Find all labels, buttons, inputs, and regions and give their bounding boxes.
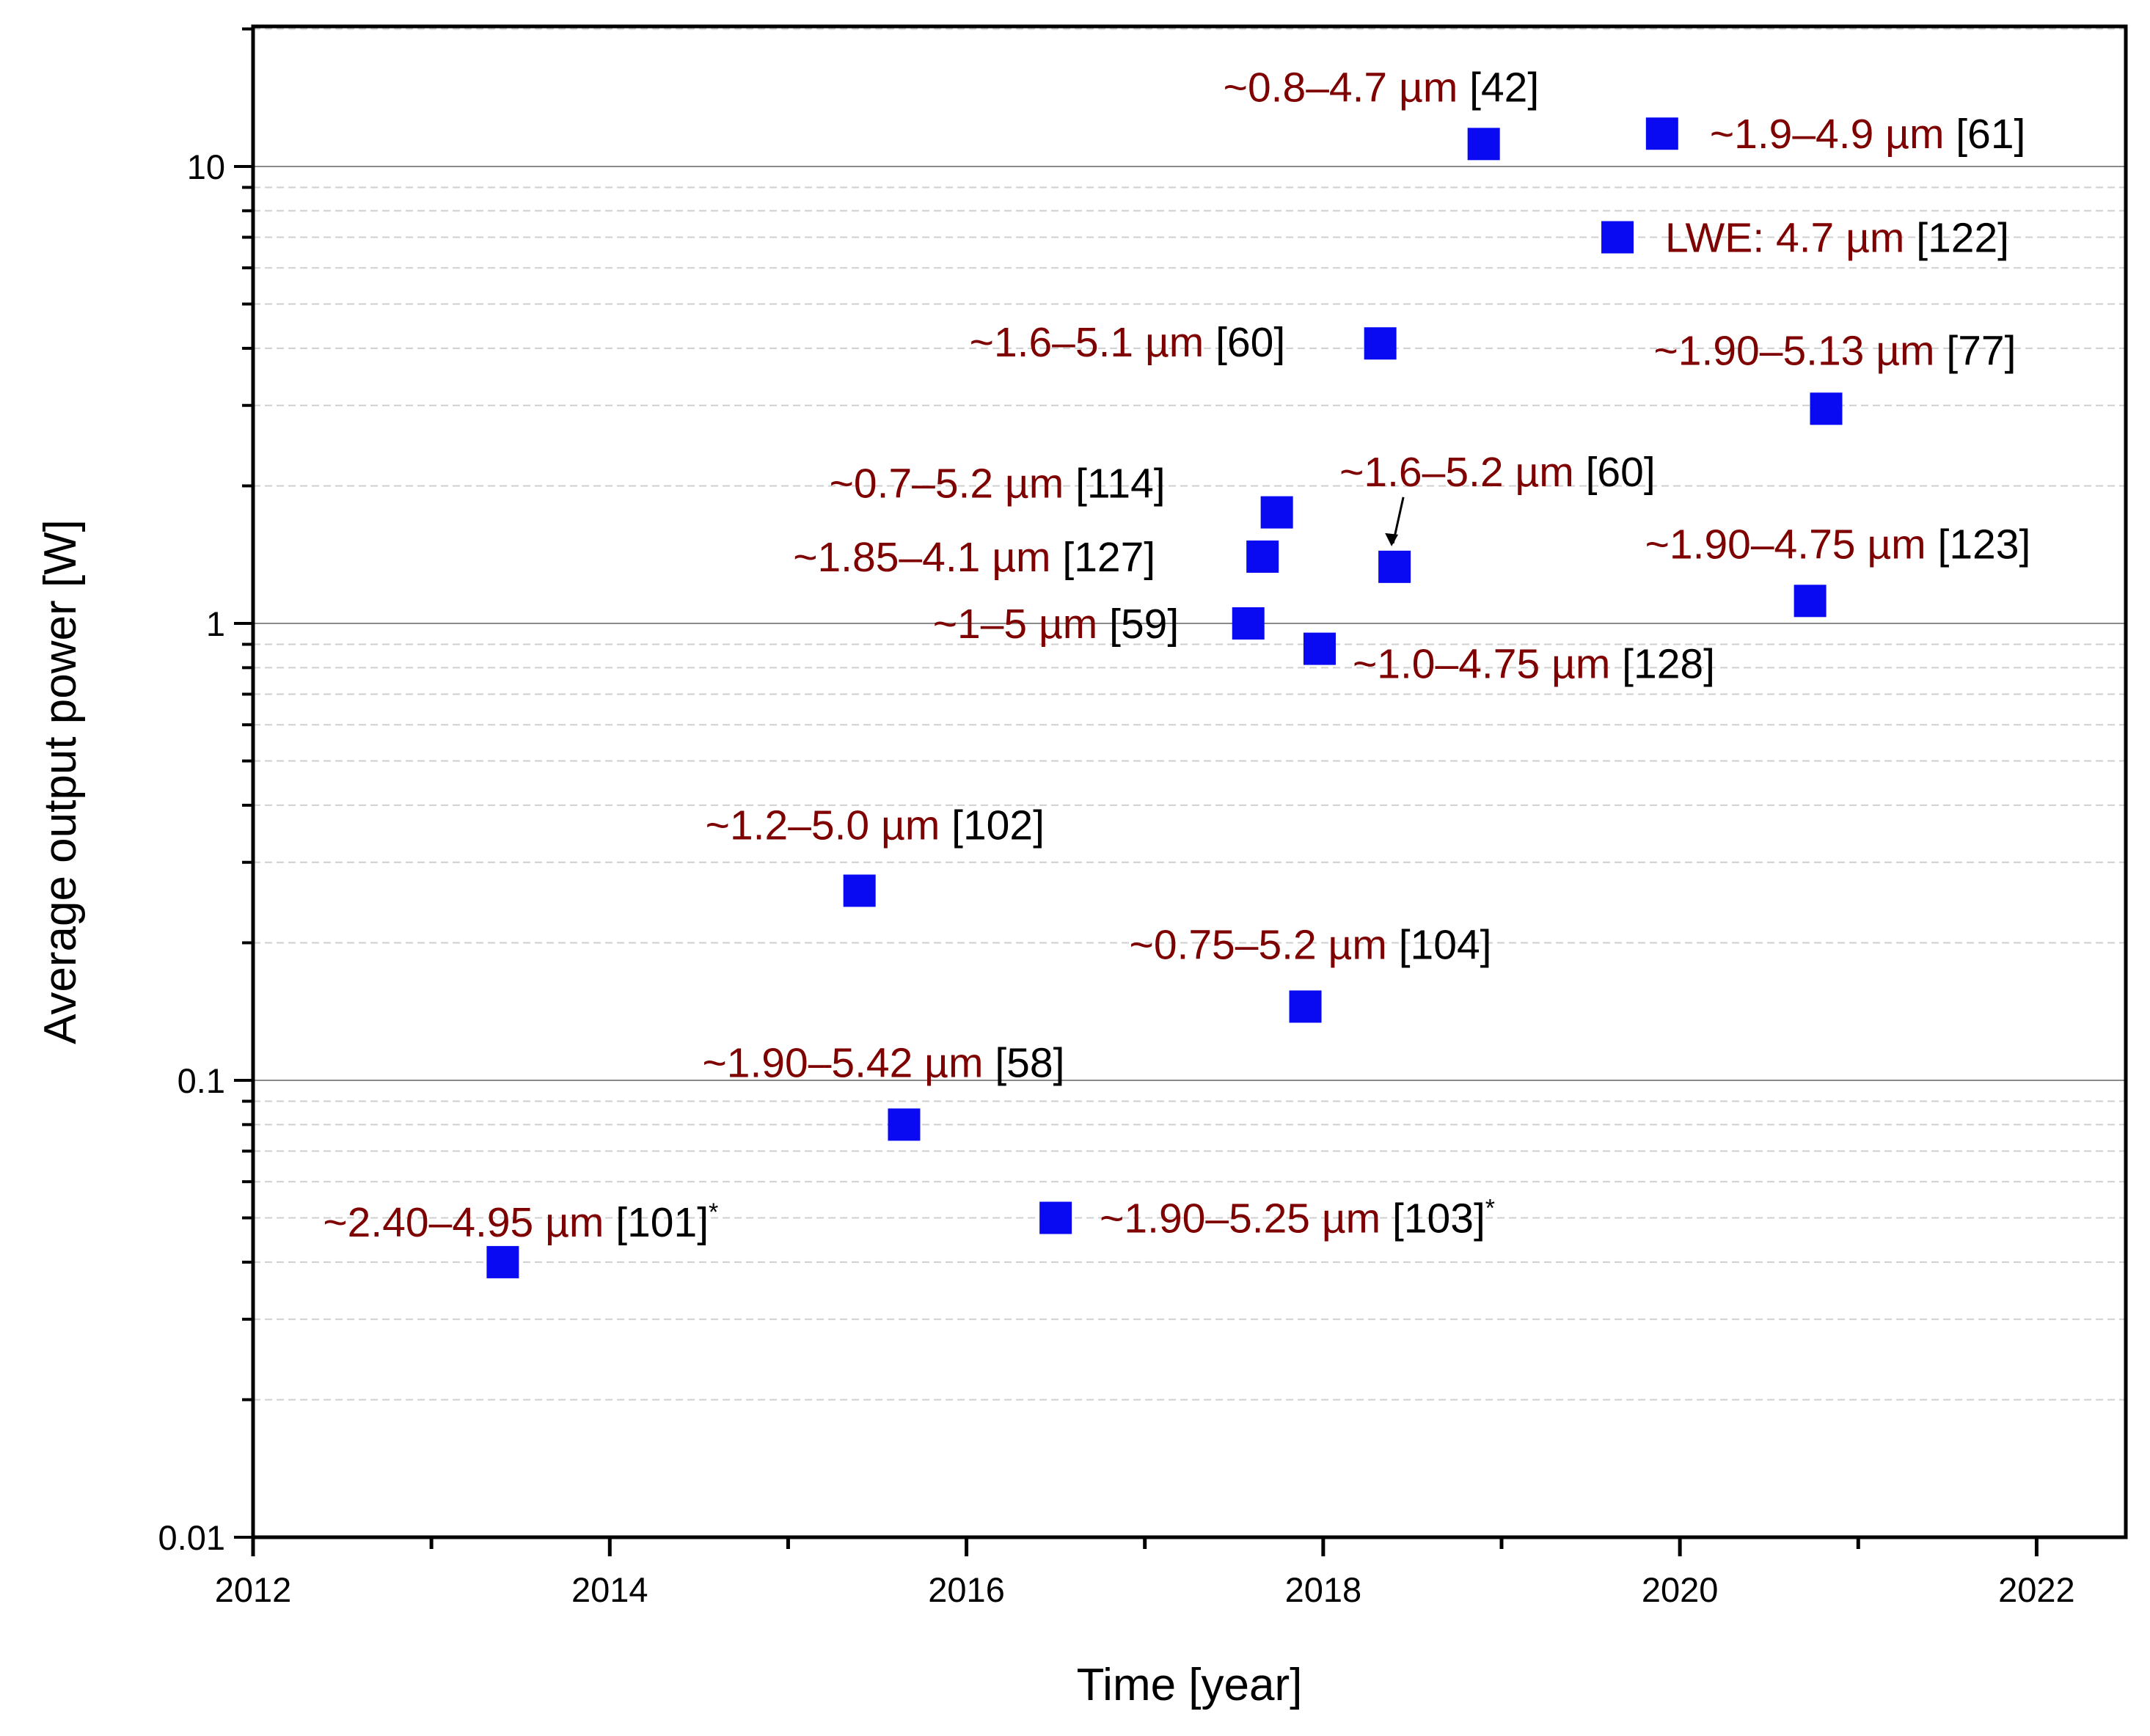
data-point-marker: [1039, 1201, 1072, 1234]
data-point-marker: [1289, 990, 1322, 1023]
data-point-marker: [843, 874, 876, 907]
wavelength-range: LWE: 4.7 µm: [1665, 215, 1916, 262]
plot-frame: [251, 24, 2128, 1539]
point-label: ~1.85–4.1 µm [127]: [793, 534, 1155, 581]
wavelength-range: ~1.90–5.13 µm: [1654, 327, 1947, 374]
point-label: ~0.7–5.2 µm [114]: [830, 461, 1166, 508]
reference-number: [42]: [1469, 64, 1539, 111]
wavelength-range: ~0.7–5.2 µm: [830, 461, 1075, 508]
data-point-marker: [1246, 540, 1279, 573]
wavelength-range: ~1.90–5.42 µm: [702, 1039, 995, 1086]
wavelength-range: ~1.90–5.25 µm: [1100, 1195, 1392, 1242]
point-label: ~1.9–4.9 µm [61]: [1710, 111, 2026, 158]
reference-number: [114]: [1075, 461, 1166, 508]
data-point-marker: [1467, 128, 1500, 161]
point-label: ~1.6–5.2 µm [60]: [1339, 449, 1656, 496]
point-label: ~1.90–5.13 µm [77]: [1654, 327, 2016, 374]
point-label: ~1.90–5.25 µm [103]*: [1100, 1195, 1495, 1242]
y-tick-label: 0.1: [178, 1061, 225, 1100]
y-tick-label: 10: [187, 147, 225, 186]
y-tick-label: 0.01: [158, 1518, 225, 1557]
reference-number: [77]: [1946, 327, 2016, 374]
x-tick-label: 2012: [215, 1570, 292, 1609]
wavelength-range: ~1.0–4.75 µm: [1353, 641, 1622, 688]
x-tick-label: 2020: [1642, 1570, 1719, 1609]
data-point-marker: [1232, 607, 1265, 640]
wavelength-range: ~0.8–4.7 µm: [1224, 64, 1469, 111]
data-point-marker: [1378, 550, 1411, 583]
point-label: ~1.90–5.42 µm [58]: [702, 1039, 1064, 1086]
x-axis-title: Time [year]: [1077, 1660, 1303, 1710]
wavelength-range: ~1–5 µm: [933, 601, 1109, 648]
point-label: ~0.8–4.7 µm [42]: [1224, 64, 1540, 111]
x-tick-label: 2016: [928, 1570, 1005, 1609]
wavelength-range: ~1.85–4.1 µm: [793, 534, 1062, 581]
y-axis-ticks: 0.01 0.1 1 10: [158, 27, 253, 1557]
x-tick-label: 2018: [1285, 1570, 1362, 1609]
reference-number: [102]: [951, 802, 1045, 849]
point-label: ~2.40–4.95 µm [101]*: [323, 1198, 718, 1246]
reference-number: [59]: [1109, 601, 1179, 648]
data-point-marker: [1810, 392, 1843, 425]
reference-number: [103]: [1392, 1195, 1485, 1242]
reference-number: [122]: [1916, 215, 2009, 262]
point-label: LWE: 4.7 µm [122]: [1665, 215, 2009, 262]
point-label: ~0.75–5.2 µm [104]: [1130, 921, 1492, 968]
point-label: ~1.0–4.75 µm [128]: [1353, 641, 1715, 688]
reference-number: [60]: [1586, 449, 1656, 496]
data-markers: [486, 117, 1843, 1278]
arrow-head-icon: [1385, 532, 1399, 546]
data-point-marker: [1645, 117, 1678, 150]
x-tick-label: 2014: [571, 1570, 648, 1609]
data-point-marker: [888, 1108, 921, 1141]
point-label: ~1.2–5.0 µm [102]: [706, 802, 1045, 849]
wavelength-range: ~1.90–4.75 µm: [1645, 521, 1938, 568]
x-axis-ticks: 2012 2014 2016 2018 2020 2022: [215, 1537, 2075, 1609]
point-label: ~1.90–4.75 µm [123]: [1645, 521, 2031, 568]
footnote-mark: *: [709, 1198, 718, 1226]
data-point-marker: [486, 1245, 519, 1278]
reference-number: [101]: [615, 1199, 709, 1246]
reference-number: [61]: [1956, 111, 2025, 158]
point-label: ~1.6–5.1 µm [60]: [970, 319, 1286, 366]
wavelength-range: ~1.2–5.0 µm: [706, 802, 951, 849]
point-labels: ~2.40–4.95 µm [101]*~1.2–5.0 µm [102]~1.…: [323, 64, 2030, 1246]
footnote-mark: *: [1485, 1195, 1495, 1223]
data-point-marker: [1260, 496, 1293, 529]
data-point-marker: [1601, 221, 1634, 254]
wavelength-range: ~1.6–5.2 µm: [1339, 449, 1585, 496]
data-point-marker: [1303, 632, 1336, 665]
reference-number: [128]: [1622, 641, 1715, 688]
y-tick-label: 1: [206, 604, 225, 643]
reference-number: [104]: [1399, 921, 1492, 968]
x-tick-label: 2022: [1998, 1570, 2075, 1609]
reference-number: [58]: [995, 1039, 1064, 1086]
point-label: ~1–5 µm [59]: [933, 601, 1179, 648]
data-point-marker: [1794, 585, 1827, 618]
data-point-marker: [1364, 327, 1397, 360]
wavelength-range: ~2.40–4.95 µm: [323, 1199, 615, 1246]
grid: [253, 28, 2126, 1401]
wavelength-range: ~0.75–5.2 µm: [1130, 921, 1399, 968]
wavelength-range: ~1.6–5.1 µm: [970, 319, 1215, 366]
reference-number: [60]: [1215, 319, 1285, 366]
reference-number: [123]: [1938, 521, 2031, 568]
wavelength-range: ~1.9–4.9 µm: [1710, 111, 1956, 158]
y-axis-title: Average output power [W]: [35, 519, 86, 1044]
reference-number: [127]: [1062, 534, 1155, 581]
